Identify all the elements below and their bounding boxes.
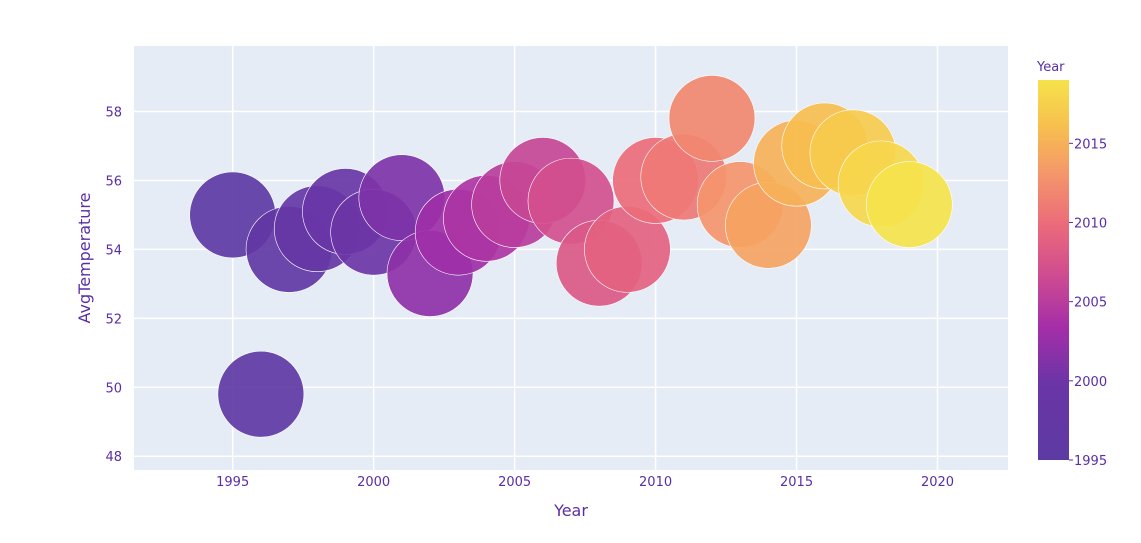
x-tick-label: 1995 <box>216 475 249 490</box>
y-tick-label: 56 <box>105 174 122 189</box>
bubble-marker <box>217 350 305 438</box>
colorbar-gradient <box>1038 80 1069 460</box>
y-tick-label: 54 <box>105 243 122 258</box>
y-axis-title: AvgTemperature <box>75 193 94 324</box>
x-tick-label: 2020 <box>921 475 954 490</box>
x-tick-labels: 1995 2000 2005 2010 2015 2020 <box>216 475 954 490</box>
bubble-marker <box>866 161 953 248</box>
y-tick-label: 48 <box>105 450 122 465</box>
bubble-marker <box>668 75 756 162</box>
x-tick-label: 2000 <box>357 475 390 490</box>
colorbar-tick-label: 2010 <box>1074 217 1107 232</box>
bubble-layer <box>189 75 953 438</box>
y-tick-label: 50 <box>105 381 122 396</box>
x-axis-title: Year <box>553 501 588 520</box>
x-tick-label: 2015 <box>780 475 813 490</box>
y-tick-label: 58 <box>105 105 122 120</box>
colorbar-title: Year <box>1036 60 1065 75</box>
colorbar-tick-label: 2005 <box>1074 296 1107 311</box>
x-tick-label: 2005 <box>498 475 531 490</box>
colorbar-tick-label: 2015 <box>1074 137 1107 152</box>
colorbar-tick-labels: 1995 2000 2005 2010 2015 <box>1069 137 1107 469</box>
y-tick-label: 52 <box>105 312 122 327</box>
x-tick-label: 2010 <box>639 475 672 490</box>
y-tick-labels: 48 50 52 54 56 58 <box>105 105 122 465</box>
colorbar-tick-label: 1995 <box>1074 454 1107 469</box>
colorbar: Year 1995 2000 2005 2010 2015 <box>1036 60 1107 469</box>
colorbar-tick-label: 2000 <box>1074 375 1107 390</box>
